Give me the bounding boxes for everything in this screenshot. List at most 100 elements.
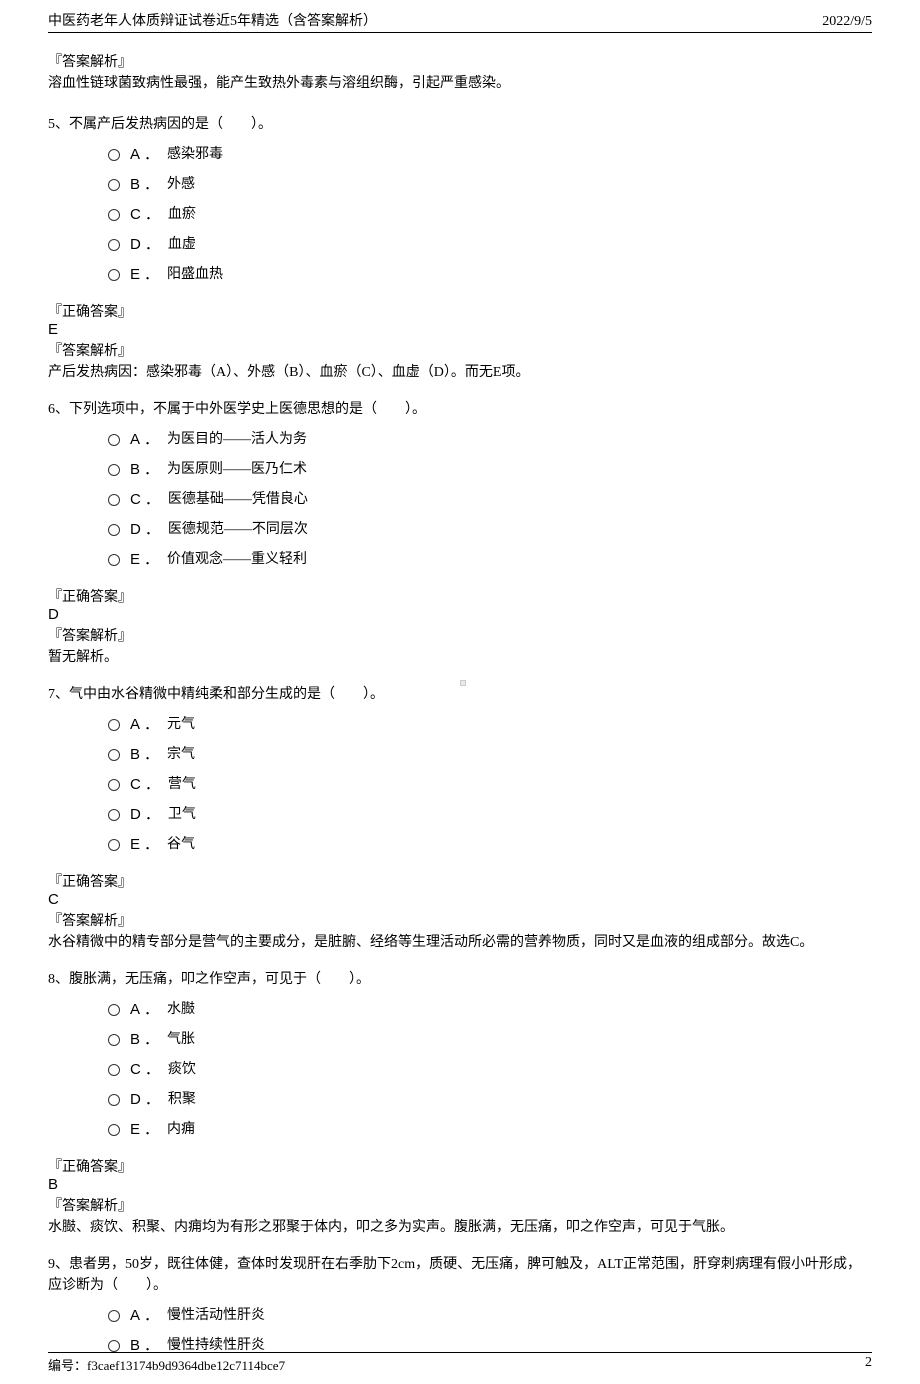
option-text: 价值观念——重义轻利 xyxy=(167,549,307,571)
radio-icon[interactable] xyxy=(108,839,120,851)
option-dot: ． xyxy=(145,488,160,512)
options-list: A ． 感染邪毒 B ． 外感 C ． 血瘀 D ． 血虚 xyxy=(48,143,872,287)
option-letter: C xyxy=(130,1058,141,1082)
radio-icon[interactable] xyxy=(108,434,120,446)
radio-icon[interactable] xyxy=(108,179,120,191)
option-row[interactable]: E ． 价值观念——重义轻利 xyxy=(108,548,872,572)
option-row[interactable]: E ． 内痈 xyxy=(108,1118,872,1142)
analysis-text: 水谷精微中的精专部分是营气的主要成分，是脏腑、经络等生理活动所必需的营养物质，同… xyxy=(48,932,872,953)
option-row[interactable]: B ． 气胀 xyxy=(108,1028,872,1052)
page-container: 中医药老年人体质辩证试卷近5年精选（含答案解析） 2022/9/5 『答案解析』… xyxy=(0,0,920,1384)
radio-icon[interactable] xyxy=(108,239,120,251)
option-row[interactable]: C ． 医德基础——凭借良心 xyxy=(108,488,872,512)
radio-icon[interactable] xyxy=(108,554,120,566)
option-row[interactable]: C ． 痰饮 xyxy=(108,1058,872,1082)
radio-icon[interactable] xyxy=(108,1094,120,1106)
option-letter: C xyxy=(130,203,141,227)
question-stem: 6、下列选项中，不属于中外医学史上医德思想的是（ ）。 xyxy=(48,399,872,420)
option-row[interactable]: E ． 阳盛血热 xyxy=(108,263,872,287)
option-letter: E xyxy=(130,263,140,287)
option-row[interactable]: C ． 营气 xyxy=(108,773,872,797)
option-dot: ． xyxy=(145,773,160,797)
analysis-label: 『答案解析』 xyxy=(48,340,872,360)
option-dot: ． xyxy=(144,1028,159,1052)
radio-icon[interactable] xyxy=(108,749,120,761)
option-row[interactable]: A ． 感染邪毒 xyxy=(108,143,872,167)
option-dot: ． xyxy=(144,1304,159,1328)
option-text: 感染邪毒 xyxy=(167,144,223,166)
analysis-text: 产后发热病因：感染邪毒（A）、外感（B）、血瘀（C）、血虚（D）。而无E项。 xyxy=(48,362,872,383)
option-letter: B xyxy=(130,743,140,767)
watermark-icon xyxy=(460,680,466,686)
option-letter: E xyxy=(130,548,140,572)
option-letter: B xyxy=(130,173,140,197)
radio-icon[interactable] xyxy=(108,524,120,536)
question-8: 8、腹胀满，无压痛，叩之作空声，可见于（ ）。 A ． 水臌 B ． 气胀 C … xyxy=(48,969,872,1238)
option-letter: A xyxy=(130,998,140,1022)
radio-icon[interactable] xyxy=(108,779,120,791)
answer-label: 『正确答案』 xyxy=(48,871,872,891)
radio-icon[interactable] xyxy=(108,209,120,221)
radio-icon[interactable] xyxy=(108,719,120,731)
option-text: 元气 xyxy=(167,714,195,736)
option-row[interactable]: E ． 谷气 xyxy=(108,833,872,857)
option-row[interactable]: A ． 慢性活动性肝炎 xyxy=(108,1304,872,1328)
option-letter: C xyxy=(130,773,141,797)
option-dot: ． xyxy=(144,1118,159,1142)
option-row[interactable]: B ． 宗气 xyxy=(108,743,872,767)
radio-icon[interactable] xyxy=(108,464,120,476)
option-row[interactable]: A ． 水臌 xyxy=(108,998,872,1022)
analysis-text: 暂无解析。 xyxy=(48,647,872,668)
header-date: 2022/9/5 xyxy=(822,14,872,30)
radio-icon[interactable] xyxy=(108,1064,120,1076)
option-text: 慢性活动性肝炎 xyxy=(167,1305,265,1327)
radio-icon[interactable] xyxy=(108,1124,120,1136)
option-text: 阳盛血热 xyxy=(167,264,223,286)
analysis-text: 溶血性链球菌致病性最强，能产生致热外毒素与溶组织酶，引起严重感染。 xyxy=(48,73,872,94)
option-row[interactable]: D ． 卫气 xyxy=(108,803,872,827)
question-stem: 5、不属产后发热病因的是（ ）。 xyxy=(48,114,872,135)
option-text: 气胀 xyxy=(167,1029,195,1051)
radio-icon[interactable] xyxy=(108,1340,120,1352)
radio-icon[interactable] xyxy=(108,1034,120,1046)
option-dot: ． xyxy=(144,458,159,482)
option-text: 为医目的——活人为务 xyxy=(167,429,307,451)
option-dot: ． xyxy=(145,203,160,227)
analysis-label: 『答案解析』 xyxy=(48,51,872,71)
analysis-label: 『答案解析』 xyxy=(48,1195,872,1215)
option-letter: A xyxy=(130,143,140,167)
radio-icon[interactable] xyxy=(108,269,120,281)
question-9: 9、患者男，50岁，既往体健，查体时发现肝在右季肋下2cm，质硬、无压痛，脾可触… xyxy=(48,1254,872,1358)
option-text: 内痈 xyxy=(167,1119,195,1141)
option-row[interactable]: D ． 血虚 xyxy=(108,233,872,257)
options-list: A ． 为医目的——活人为务 B ． 为医原则——医乃仁术 C ． 医德基础——… xyxy=(48,428,872,572)
option-row[interactable]: A ． 元气 xyxy=(108,713,872,737)
analysis-text: 水臌、痰饮、积聚、内痈均为有形之邪聚于体内，叩之多为实声。腹胀满，无压痛，叩之作… xyxy=(48,1217,872,1238)
option-dot: ． xyxy=(145,1058,160,1082)
page-header: 中医药老年人体质辩证试卷近5年精选（含答案解析） 2022/9/5 xyxy=(48,10,872,33)
answer-block: 『正确答案』 E 『答案解析』 产后发热病因：感染邪毒（A）、外感（B）、血瘀（… xyxy=(48,301,872,383)
option-row[interactable]: B ． 外感 xyxy=(108,173,872,197)
option-dot: ． xyxy=(145,233,160,257)
option-dot: ． xyxy=(144,548,159,572)
answer-block: 『正确答案』 C 『答案解析』 水谷精微中的精专部分是营气的主要成分，是脏腑、经… xyxy=(48,871,872,953)
option-row[interactable]: C ． 血瘀 xyxy=(108,203,872,227)
option-row[interactable]: D ． 医德规范——不同层次 xyxy=(108,518,872,542)
option-letter: B xyxy=(130,458,140,482)
radio-icon[interactable] xyxy=(108,149,120,161)
answer-value: C xyxy=(48,891,872,908)
options-list: A ． 慢性活动性肝炎 B ． 慢性持续性肝炎 xyxy=(48,1304,872,1358)
option-letter: A xyxy=(130,713,140,737)
radio-icon[interactable] xyxy=(108,809,120,821)
option-letter: A xyxy=(130,1304,140,1328)
option-row[interactable]: B ． 为医原则——医乃仁术 xyxy=(108,458,872,482)
option-text: 医德基础——凭借良心 xyxy=(168,489,308,511)
option-dot: ． xyxy=(145,803,160,827)
radio-icon[interactable] xyxy=(108,1310,120,1322)
option-text: 痰饮 xyxy=(168,1059,196,1081)
radio-icon[interactable] xyxy=(108,494,120,506)
option-row[interactable]: A ． 为医目的——活人为务 xyxy=(108,428,872,452)
footer-id: 编号：f3caef13174b9d9364dbe12c7114bce7 xyxy=(48,1355,285,1374)
radio-icon[interactable] xyxy=(108,1004,120,1016)
option-row[interactable]: D ． 积聚 xyxy=(108,1088,872,1112)
